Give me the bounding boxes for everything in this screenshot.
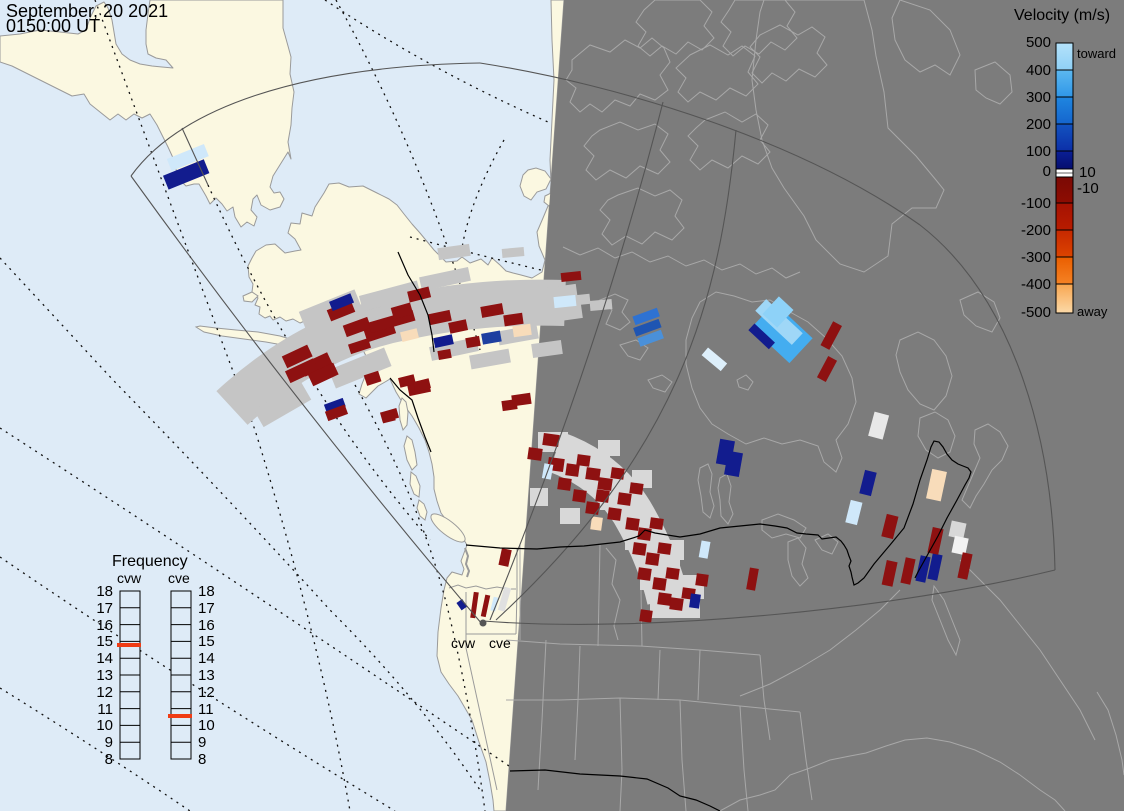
svg-text:300: 300 <box>1026 89 1051 106</box>
svg-text:9: 9 <box>105 734 113 751</box>
svg-text:0150:00 UT: 0150:00 UT <box>6 16 100 36</box>
svg-text:400: 400 <box>1026 62 1051 79</box>
svg-text:13: 13 <box>198 667 215 684</box>
svg-text:-200: -200 <box>1021 222 1051 239</box>
svg-text:11: 11 <box>198 701 214 718</box>
svg-text:16: 16 <box>198 617 215 634</box>
svg-text:10: 10 <box>1079 164 1096 181</box>
svg-text:toward: toward <box>1077 46 1116 61</box>
svg-text:8: 8 <box>198 751 206 768</box>
svg-text:13: 13 <box>96 667 113 684</box>
svg-text:September, 20 2021: September, 20 2021 <box>6 1 168 21</box>
svg-text:cve: cve <box>489 635 511 651</box>
svg-text:200: 200 <box>1026 116 1051 133</box>
svg-text:17: 17 <box>96 600 113 617</box>
svg-text:16: 16 <box>96 617 113 634</box>
svg-text:10: 10 <box>96 717 113 734</box>
svg-text:cvw: cvw <box>451 635 476 651</box>
svg-text:15: 15 <box>198 633 215 650</box>
svg-text:cve: cve <box>168 570 190 586</box>
svg-text:cvw: cvw <box>117 570 142 586</box>
svg-text:100: 100 <box>1026 143 1051 160</box>
svg-text:14: 14 <box>96 650 113 667</box>
svg-text:Frequency: Frequency <box>112 553 188 570</box>
svg-text:18: 18 <box>198 583 215 600</box>
svg-text:9: 9 <box>198 734 206 751</box>
svg-text:-10: -10 <box>1077 180 1099 197</box>
svg-text:11: 11 <box>97 701 113 718</box>
svg-text:0: 0 <box>1043 163 1051 180</box>
svg-text:10: 10 <box>198 717 215 734</box>
svg-text:17: 17 <box>198 600 215 617</box>
svg-text:8: 8 <box>105 751 113 768</box>
svg-text:away: away <box>1077 304 1108 319</box>
svg-text:500: 500 <box>1026 34 1051 51</box>
svg-text:-500: -500 <box>1021 304 1051 321</box>
svg-text:-400: -400 <box>1021 276 1051 293</box>
svg-text:12: 12 <box>96 684 113 701</box>
svg-text:12: 12 <box>198 684 215 701</box>
svg-text:Velocity (m/s): Velocity (m/s) <box>1014 7 1110 24</box>
svg-text:15: 15 <box>96 633 113 650</box>
svg-text:14: 14 <box>198 650 215 667</box>
svg-text:18: 18 <box>96 583 113 600</box>
svg-text:-300: -300 <box>1021 249 1051 266</box>
svg-text:-100: -100 <box>1021 195 1051 212</box>
